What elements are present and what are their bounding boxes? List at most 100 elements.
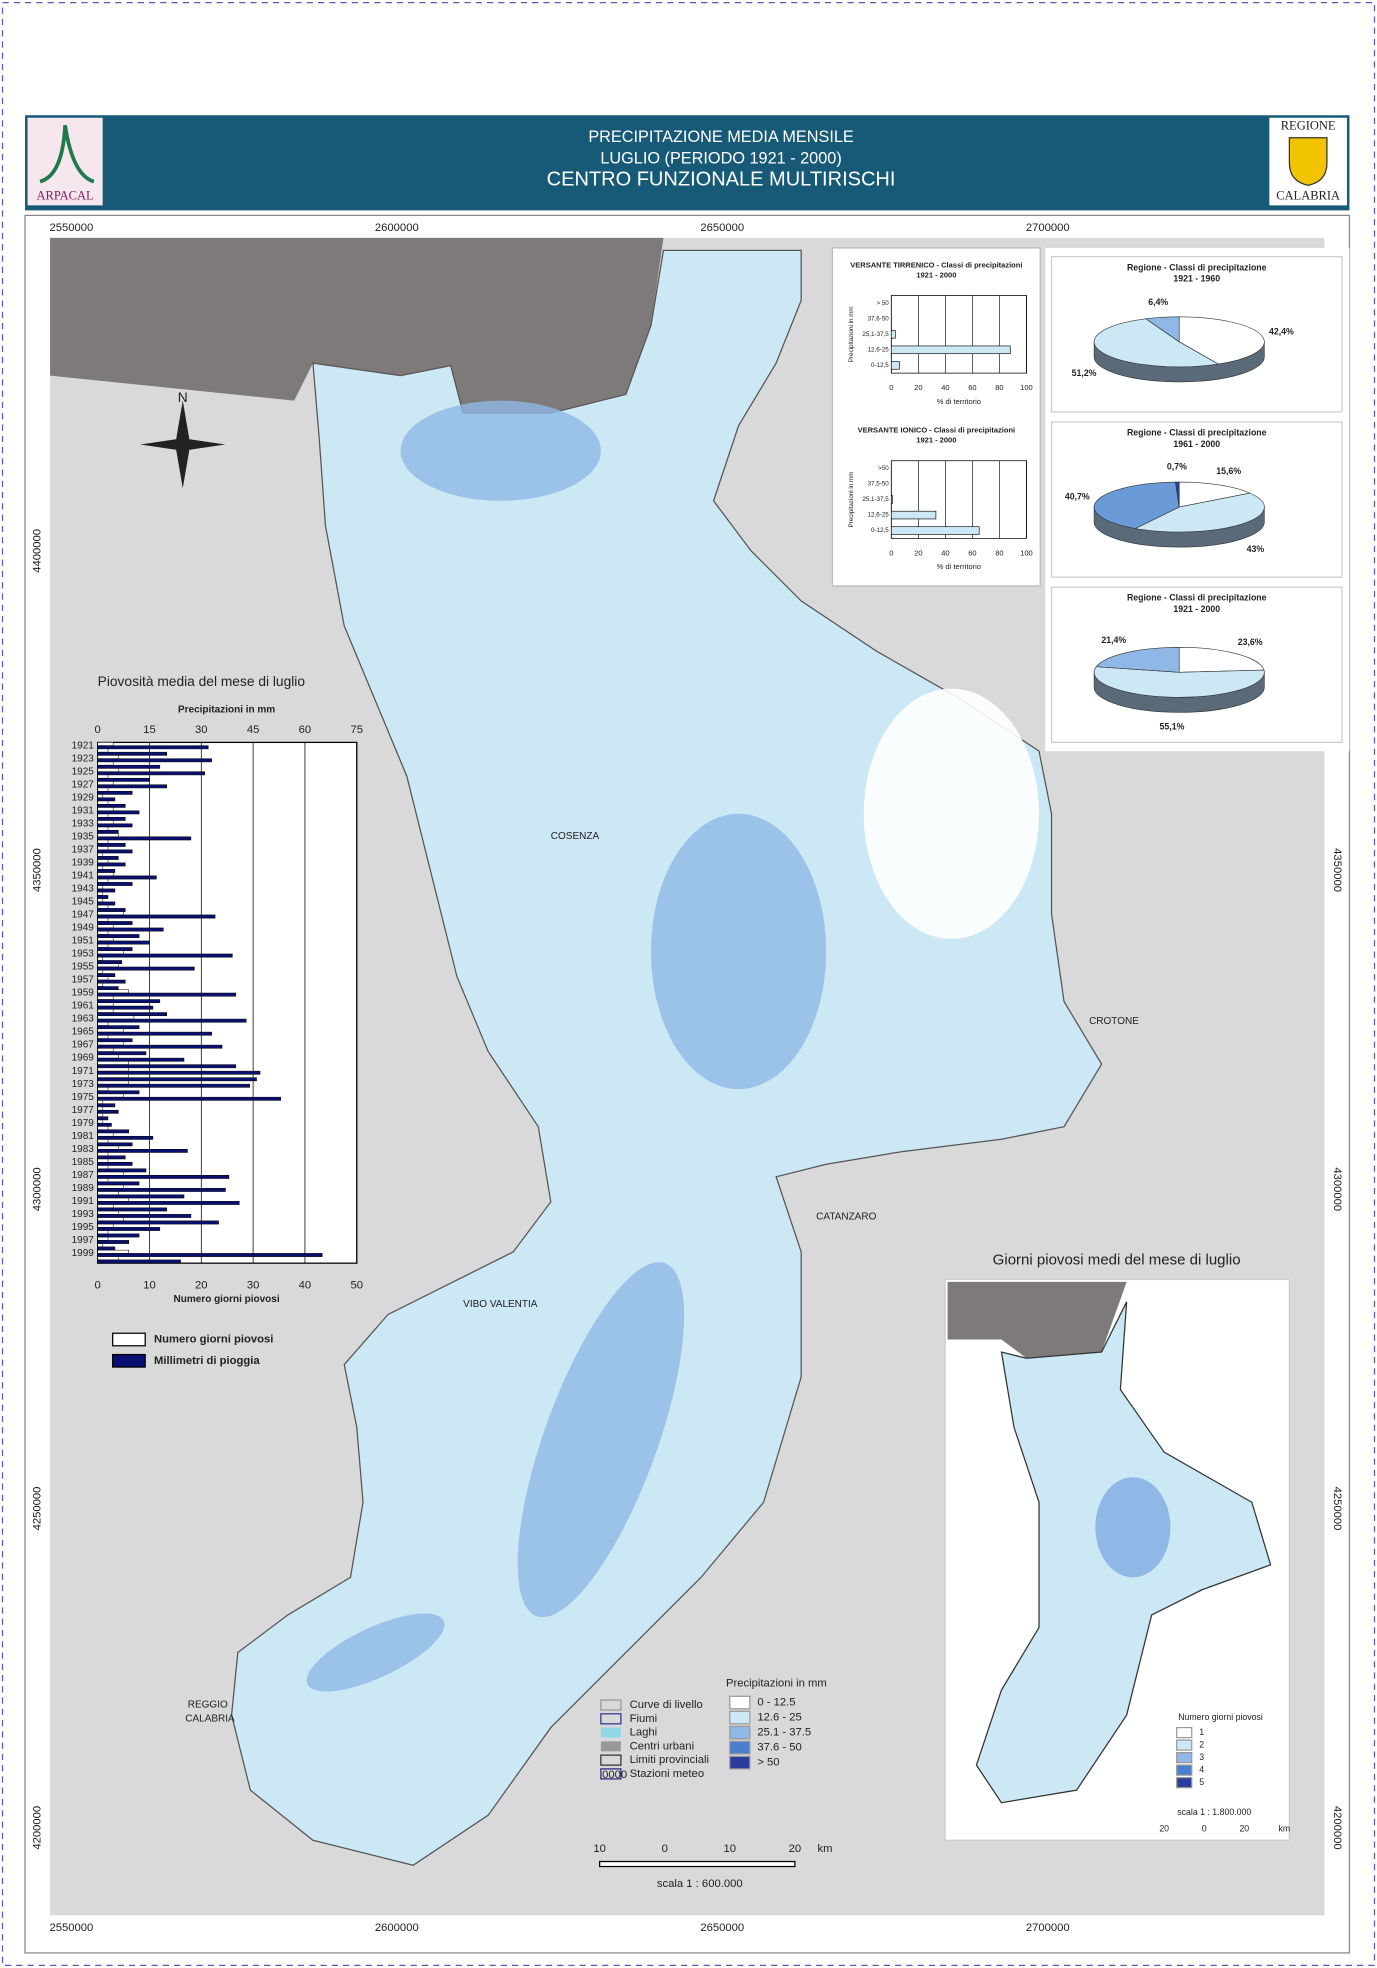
bar [97, 1139, 109, 1143]
scale-tick: 10 [724, 1843, 737, 1855]
bar [97, 745, 209, 750]
precip-legend-title: Precipitazioni in mm [726, 1678, 827, 1690]
bar [97, 1002, 114, 1007]
place-label: CROTONE [1089, 1016, 1139, 1027]
bar [97, 1061, 129, 1065]
y-tick-label: 0-12,5 [871, 362, 889, 369]
bar [97, 996, 114, 1000]
bar [97, 1188, 226, 1192]
legend-label: Millimetri di pioggia [154, 1355, 260, 1367]
bar [97, 810, 140, 815]
y-tick-label: 1995 [72, 1222, 95, 1233]
x-tick-label: 100 [1020, 548, 1033, 557]
legend-swatch [729, 1740, 751, 1755]
north-arrow [140, 400, 226, 489]
bar [97, 794, 104, 798]
y-tick-label: 12,6-25 [868, 346, 890, 353]
bar [97, 836, 192, 841]
bar [97, 1132, 114, 1137]
bar [97, 846, 109, 851]
y-tick-label: 1937 [72, 844, 95, 855]
y-tick-label: 1957 [72, 975, 95, 986]
bar [97, 742, 114, 746]
bar [97, 1197, 129, 1202]
bar [97, 758, 212, 763]
inset-legend-label: 3 [1199, 1752, 1204, 1762]
title-line: CENTRO FUNZIONALE MULTIRISCHI [547, 169, 896, 191]
y-tick-label: 1973 [72, 1079, 95, 1090]
bar [97, 950, 124, 955]
y-tick-label: 1951 [72, 936, 95, 947]
y-axis-label: Precipitazioni in mm [848, 306, 855, 362]
inset-basilicata [947, 1281, 1127, 1359]
bar [97, 817, 126, 821]
y-tick-label: 1985 [72, 1157, 95, 1168]
y-tick-label: 1965 [72, 1027, 95, 1038]
y-tick-label: 1931 [72, 805, 95, 816]
inset-scale-tick: 20 [1159, 1823, 1169, 1833]
legend-label: Limiti provinciali [630, 1754, 709, 1766]
bar [97, 1223, 114, 1228]
pie-slice [1178, 481, 1251, 508]
pie-label: 23,6% [1238, 637, 1263, 647]
inset-legend-label: 1 [1199, 1727, 1204, 1737]
bar [97, 830, 119, 834]
precip-zone [863, 688, 1040, 939]
bar [97, 1253, 323, 1257]
bar [97, 1243, 104, 1248]
x2-tick-label: 10 [143, 1280, 156, 1292]
y-tick-label: 1945 [72, 897, 95, 908]
bar [97, 1220, 219, 1225]
bar [97, 1113, 104, 1117]
y-tick-label: 1979 [72, 1118, 95, 1129]
bar [97, 979, 126, 984]
bar [97, 878, 109, 883]
bar [97, 1175, 230, 1179]
header-bar [25, 115, 1350, 211]
axis-label: Numero giorni piovosi [174, 1294, 280, 1305]
y-tick-label: 1993 [72, 1209, 95, 1220]
bar [97, 1171, 124, 1176]
inset-legend-swatch [1176, 1739, 1193, 1751]
legend-label: > 50 [757, 1757, 779, 1769]
bar [97, 1249, 129, 1254]
y-tick-label: 25,1-37,5 [862, 496, 889, 503]
x-tick-label: 0 [95, 724, 101, 736]
logo-shield [1288, 137, 1328, 186]
legend-label: Centri urbani [630, 1740, 694, 1752]
bar [97, 852, 104, 857]
bar [97, 917, 109, 922]
precip-zone [517, 1262, 685, 1618]
bar [97, 1093, 124, 1098]
bar [97, 781, 114, 785]
bar [97, 1126, 109, 1130]
bar [97, 1227, 161, 1231]
pie-label: 43% [1247, 544, 1265, 554]
x-tick-label: 60 [299, 724, 312, 736]
bar [97, 937, 114, 942]
bar [97, 969, 104, 974]
northing-label: 4200000 [1331, 1806, 1343, 1850]
pie-subtitle: 1921 - 1960 [1173, 274, 1220, 284]
inset-title: Giorni piovosi medi del mese di luglio [993, 1252, 1241, 1269]
bar [97, 927, 164, 932]
y-tick-label: 1983 [72, 1144, 95, 1155]
pie-slice [1145, 316, 1180, 343]
y-tick-label: 1939 [72, 857, 95, 868]
chart-subtitle: 1921 - 2000 [916, 270, 956, 279]
x-tick-label: 0 [889, 383, 893, 392]
bar [97, 1181, 140, 1186]
easting-label: 2600000 [375, 222, 419, 234]
y-tick-label: 1975 [72, 1092, 95, 1103]
easting-label: 2650000 [700, 1922, 744, 1934]
pie-slice [1093, 318, 1220, 368]
x-tick-label: 0 [889, 548, 893, 557]
bar [97, 826, 109, 831]
bar [97, 1178, 109, 1183]
pie-title: Regione - Classi di precipitazione [1127, 593, 1267, 603]
bar [97, 1214, 192, 1218]
logo-right-text: CALABRIA [1276, 188, 1340, 202]
bar [97, 885, 104, 890]
pie-slice [1134, 492, 1265, 533]
